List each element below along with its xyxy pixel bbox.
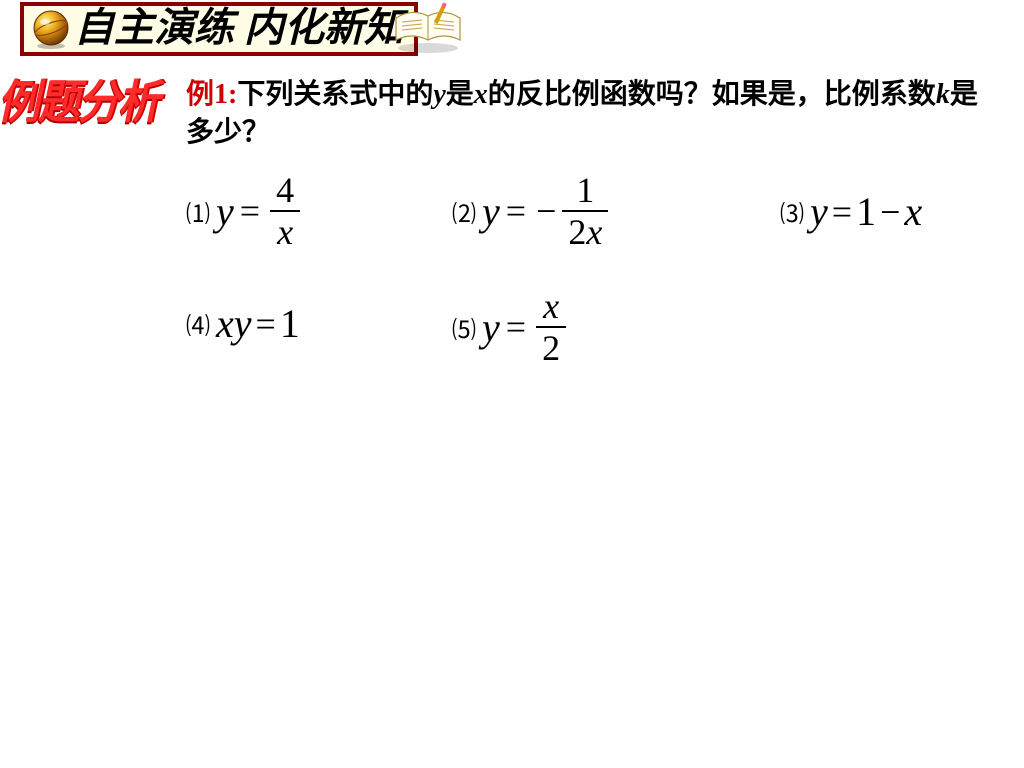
eq5-equals: = (506, 306, 526, 348)
question-var-y: y (433, 79, 445, 110)
eq1-y: y (216, 188, 234, 235)
equation-item-4: ⑷ xy = 1 (186, 300, 300, 347)
eq4-x: x (216, 300, 234, 347)
question-part2: 是 (446, 79, 474, 110)
title-text: 自主演练 内化新知 (74, 5, 404, 50)
item-number-4: ⑷ (186, 306, 210, 341)
sphere-icon (30, 8, 72, 50)
slide: 自主演练 内化新知 例题分析 例1:下列关系式中的y是x的反比例函数吗？如果是，… (0, 0, 1024, 768)
question-var-x: x (474, 79, 488, 110)
item-number-3: ⑶ (780, 194, 804, 229)
eq1-denom: x (277, 212, 293, 252)
eq5-numer: x (543, 286, 559, 326)
equation-item-3: ⑶ y = 1 − x (780, 188, 922, 235)
eq4-y: y (234, 300, 252, 347)
eq1-numer: 4 (270, 172, 300, 208)
book-icon (388, 0, 468, 56)
eq5-denom: 2 (536, 330, 566, 366)
question-part1: 下列关系式中的 (237, 79, 433, 110)
eq3-minus: − (880, 191, 900, 233)
eq2-denx: x (586, 212, 602, 252)
equation-item-2: ⑵ y = − 1 2x (452, 172, 612, 250)
equation-item-5: ⑸ y = x 2 (452, 288, 570, 366)
equation-5: y = x 2 (482, 288, 570, 366)
equation-item-1: ⑴ y = 4 x (186, 172, 304, 250)
equation-3: y = 1 − x (810, 188, 922, 235)
eq4-equals: = (256, 303, 276, 345)
question-part3: 的反比例函数吗？如果是，比例系数 (488, 79, 936, 110)
eq4-one: 1 (280, 300, 300, 347)
eq2-equals: = (506, 190, 526, 232)
example-analysis-label: 例题分析 (0, 65, 169, 132)
eq3-one: 1 (856, 188, 876, 235)
eq1-fraction: 4 x (270, 172, 300, 250)
title-banner: 自主演练 内化新知 (20, 2, 418, 56)
eq2-neg: − (536, 190, 556, 232)
item-number-1: ⑴ (186, 194, 210, 229)
eq5-y: y (482, 304, 500, 351)
question-var-k: k (936, 79, 950, 110)
eq3-equals: = (832, 191, 852, 233)
question-prefix: 例1: (186, 79, 237, 110)
eq2-numer: 1 (570, 172, 600, 208)
eq2-fraction: 1 2x (562, 172, 608, 250)
item-number-2: ⑵ (452, 194, 476, 229)
eq5-fraction: x 2 (536, 288, 566, 366)
equation-1: y = 4 x (216, 172, 304, 250)
eq1-equals: = (240, 190, 260, 232)
eq3-x: x (904, 188, 922, 235)
eq2-den2: 2 (568, 212, 586, 252)
question-text: 例1:下列关系式中的y是x的反比例函数吗？如果是，比例系数k是多少？ (186, 76, 986, 152)
eq3-y: y (810, 188, 828, 235)
equation-4: xy = 1 (216, 300, 300, 347)
equation-2: y = − 1 2x (482, 172, 612, 250)
eq2-y: y (482, 188, 500, 235)
item-number-5: ⑸ (452, 310, 476, 345)
